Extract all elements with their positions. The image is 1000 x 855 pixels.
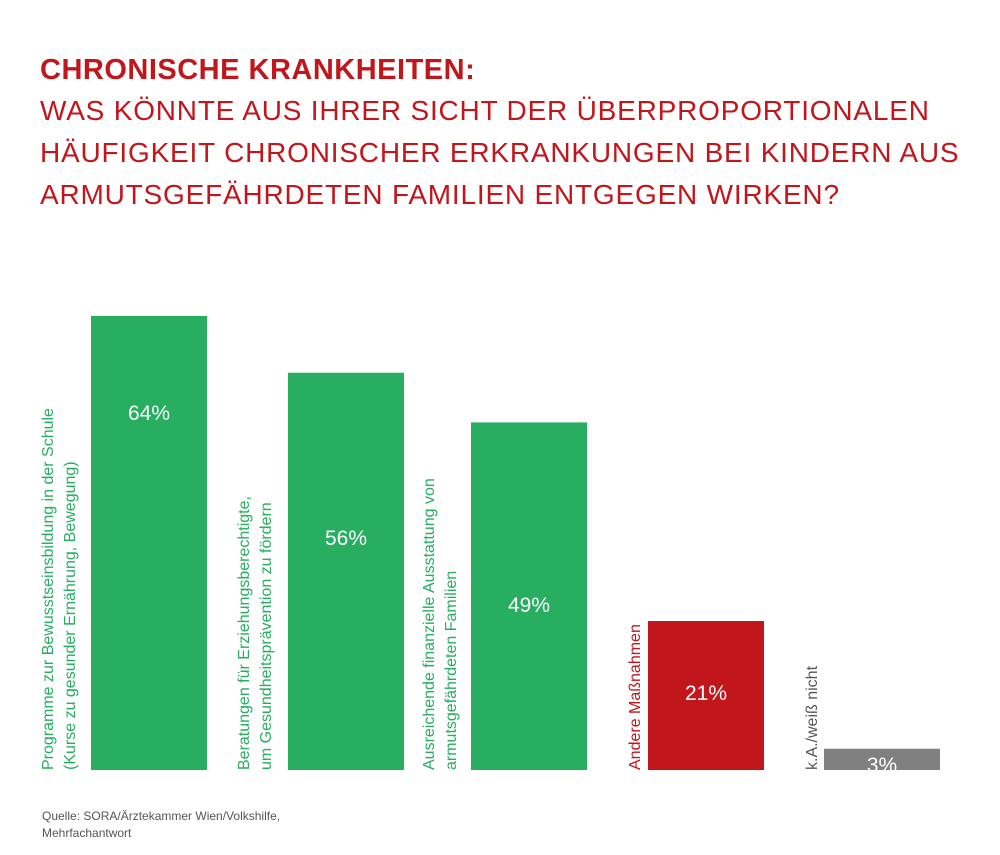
- bar-value-label-2: 56%: [325, 527, 367, 550]
- category-label-2-line-1: Beratungen für Erziehungsberechtigte,: [236, 496, 253, 770]
- source-note: Quelle: SORA/Ärztekammer Wien/Volkshilfe…: [42, 808, 362, 842]
- bar-value-label-5: 3%: [867, 754, 897, 777]
- chart-headline: CHRONISCHE KRANKHEITEN:: [40, 54, 476, 86]
- category-label-5-line-1: k.A./weiß nicht: [804, 665, 821, 770]
- bar-1: [91, 316, 207, 770]
- bar-value-label-1: 64%: [128, 402, 170, 425]
- category-label-3-line-1: Ausreichende finanzielle Ausstattung von: [421, 478, 438, 770]
- bar-5: [824, 748, 940, 770]
- bar-value-label-4: 21%: [685, 682, 727, 705]
- bar-4: [648, 621, 764, 770]
- bar-value-label-3: 49%: [508, 594, 550, 617]
- source-line-2: Mehrfachantwort: [42, 826, 132, 840]
- category-label-1-line-2: (Kurse zu gesunder Ernährung, Bewegung): [62, 461, 79, 770]
- title-block: CHRONISCHE KRANKHEITEN: WAS KÖNNTE AUS I…: [40, 52, 980, 216]
- category-label-2-line-2: um Gesundheitsprävention zu fördern: [258, 502, 275, 770]
- category-label-4-line-1: Andere Maßnahmen: [627, 624, 644, 770]
- chart-subtitle: WAS KÖNNTE AUS IHRER SICHT DER ÜBERPROPO…: [40, 95, 960, 210]
- bar-3: [471, 422, 587, 770]
- category-label-1-line-1: Programme zur Bewusstseinsbildung in der…: [40, 408, 57, 770]
- source-line-1: Quelle: SORA/Ärztekammer Wien/Volkshilfe…: [42, 809, 281, 823]
- category-label-3-line-2: armutsgefährdeten Familien: [443, 571, 460, 770]
- bar-2: [288, 372, 404, 770]
